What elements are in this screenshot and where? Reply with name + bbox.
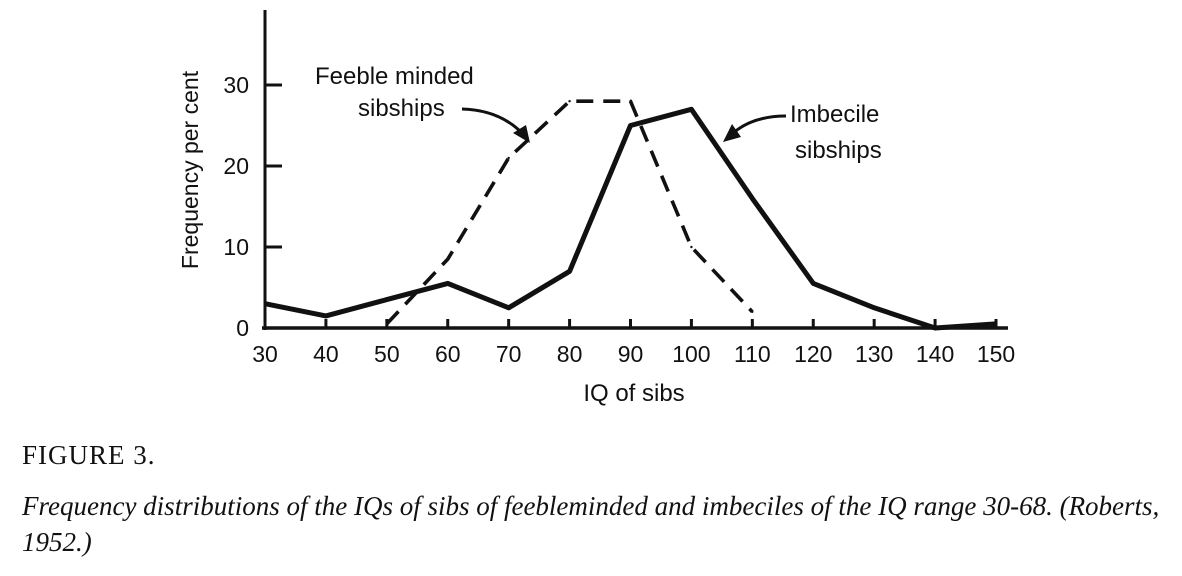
feeble-minded-series-line xyxy=(385,99,754,326)
imbecile-data-point xyxy=(751,197,754,200)
figure-label: FIGURE 3. xyxy=(22,440,156,470)
y-tick-label: 0 xyxy=(236,315,249,341)
x-tick-label: 50 xyxy=(374,341,400,367)
imbecile-arrowhead xyxy=(723,124,741,142)
x-tick-label: 140 xyxy=(916,341,954,367)
imbecile-data-point xyxy=(385,298,389,301)
x-tick-label: 30 xyxy=(252,341,278,367)
y-tick-label: 10 xyxy=(223,234,249,260)
imbecile-data-point xyxy=(812,282,815,285)
imbecile-data-point xyxy=(872,306,876,309)
feeble-annotation: Feeble minded sibships xyxy=(315,63,530,143)
y-tick-group: 0 10 20 30 xyxy=(223,72,282,341)
imbecile-label-line2: sibships xyxy=(795,137,882,164)
imbecile-series-line xyxy=(264,106,997,331)
imbecile-data-point xyxy=(568,270,571,273)
x-tick-label: 100 xyxy=(672,341,710,367)
x-tick-label: 110 xyxy=(734,341,771,367)
feeble-label-line1: Feeble minded xyxy=(315,63,474,90)
x-tick-label: 90 xyxy=(618,341,644,367)
figure-caption: Frequency distributions of the IQs of si… xyxy=(22,491,1160,557)
feeble-minded-data-point xyxy=(446,257,449,261)
imbecile-data-point xyxy=(690,108,693,111)
feeble-minded-data-point xyxy=(690,245,693,249)
x-tick-label: 150 xyxy=(977,341,1015,367)
feeble-arrow xyxy=(461,107,525,136)
y-tick-label: 20 xyxy=(223,153,249,179)
x-tick-label: 130 xyxy=(855,341,893,367)
imbecile-label-line1: Imbecile xyxy=(790,101,879,128)
x-tick-label: 60 xyxy=(435,341,461,367)
imbecile-data-point xyxy=(446,282,449,285)
y-axis-label: Frequency per cent xyxy=(177,70,203,269)
feeble-minded-data-point xyxy=(507,156,510,160)
imbecile-data-point xyxy=(507,306,510,309)
x-tick-group: 30 40 50 60 70 80 90 100 110 120 130 140 150 xyxy=(252,319,1015,367)
feeble-minded-data-point xyxy=(385,322,389,326)
y-tick-label: 30 xyxy=(223,72,249,98)
feeble-label-line2: sibships xyxy=(358,95,445,122)
imbecile-data-point xyxy=(324,314,328,318)
x-tick-label: 80 xyxy=(557,341,583,367)
feeble-minded-data-point xyxy=(568,100,571,103)
imbecile-arrow xyxy=(730,114,787,136)
x-tick-label: 120 xyxy=(794,341,832,367)
imbecile-data-point xyxy=(263,302,267,305)
imbecile-data-point xyxy=(933,326,937,330)
series-group xyxy=(263,99,998,331)
imbecile-data-point xyxy=(994,322,998,326)
feeble-arrowhead xyxy=(513,125,530,143)
imbecile-data-point xyxy=(629,124,632,127)
imbecile-annotation: Imbecile sibships xyxy=(723,101,882,164)
x-tick-label: 70 xyxy=(496,341,522,367)
axes xyxy=(262,10,1008,330)
x-axis-label: IQ of sibs xyxy=(583,380,684,407)
feeble-minded-data-point xyxy=(629,100,632,103)
feeble-minded-data-point xyxy=(751,310,754,313)
x-tick-label: 40 xyxy=(313,341,339,367)
